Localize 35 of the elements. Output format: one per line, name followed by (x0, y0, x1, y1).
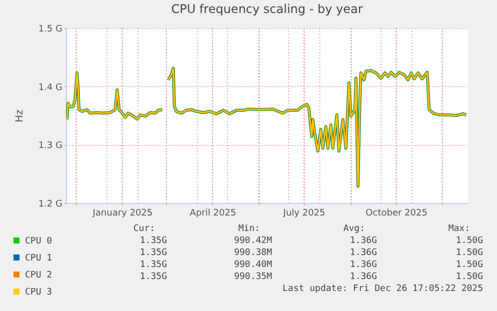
text: 1.35G (140, 236, 167, 246)
legend-label: CPU 3 (25, 288, 52, 298)
text: 990.42M (234, 236, 273, 246)
text: 1.36G (350, 272, 377, 282)
text: 1.36G (350, 236, 377, 246)
text: Min: (238, 224, 260, 234)
x-tick-label: January 2025 (92, 208, 153, 218)
y-tick-label: 1.5 G (38, 24, 63, 34)
text: 990.40M (234, 260, 273, 270)
legend-label: CPU 1 (25, 254, 52, 264)
text: 1.50G (456, 260, 483, 270)
y-tick-label: 1.4 G (38, 82, 63, 93)
text: 1.50G (456, 248, 483, 258)
chart-title: CPU frequency scaling - by year (171, 2, 363, 16)
text: 1.50G (456, 236, 483, 246)
text: Avg: (343, 224, 365, 234)
text: 1.36G (350, 260, 377, 270)
text: 1.35G (140, 272, 167, 282)
legend-label: CPU 2 (25, 270, 52, 280)
text: 1.35G (140, 248, 167, 258)
text: Cur: (133, 224, 155, 234)
y-tick-label: 1.3 G (38, 141, 63, 152)
y-axis-title: Hz (14, 110, 26, 122)
x-tick-label: April 2025 (190, 208, 236, 218)
text: Max: (448, 224, 470, 234)
x-tick-label: July 2025 (282, 208, 326, 218)
text: 990.35M (234, 272, 273, 282)
x-tick-label: October 2025 (366, 208, 428, 218)
text: 1.50G (456, 272, 483, 282)
text: 990.38M (234, 248, 273, 258)
text: Last update: Fri Dec 26 17:05:22 2025 (282, 284, 483, 294)
legend-label: CPU 0 (25, 236, 52, 246)
text: 1.35G (140, 260, 167, 270)
text: 1.36G (350, 248, 377, 258)
y-tick-label: 1.2 G (38, 200, 63, 210)
